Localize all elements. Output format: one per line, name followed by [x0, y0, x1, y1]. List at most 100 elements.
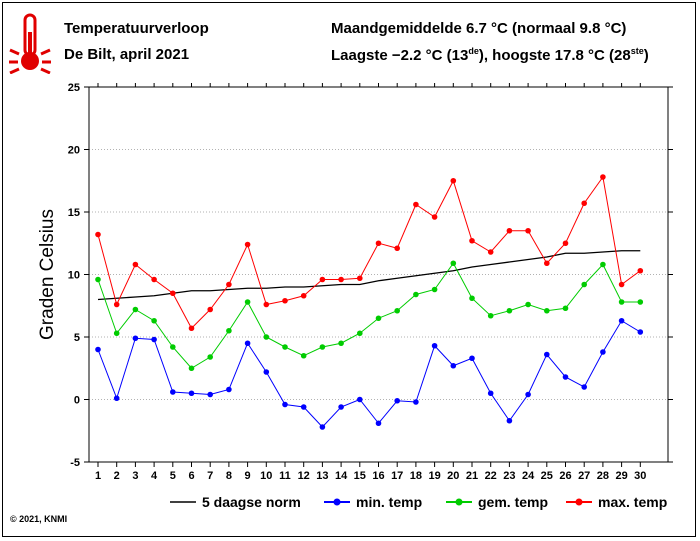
data-point: [170, 290, 176, 297]
x-tick-label: 27: [578, 470, 590, 482]
data-point: [637, 267, 644, 274]
x-tick-label: 10: [260, 470, 272, 482]
data-point: [319, 424, 326, 430]
x-tick-label: 30: [634, 470, 646, 482]
data-point: [244, 241, 251, 248]
data-point: [394, 307, 401, 314]
x-tick-label: 15: [354, 470, 366, 482]
monthly-mean-text: Maandgemiddelde 6.7 °C (normaal 9.8 °C): [331, 20, 627, 37]
data-point: [487, 390, 494, 397]
data-point: [544, 260, 550, 267]
data-point: [132, 306, 139, 313]
data-point: [618, 317, 625, 324]
x-tick-label: 8: [226, 470, 232, 482]
thermometer-icon: [9, 13, 51, 74]
x-tick-label: 20: [447, 470, 459, 482]
data-point: [637, 329, 644, 335]
data-point: [375, 420, 382, 427]
data-point: [413, 291, 419, 298]
data-point: [562, 374, 569, 380]
data-point: [357, 330, 363, 337]
legend-label: max. temp: [598, 494, 667, 510]
data-point: [263, 334, 270, 340]
data-point: [469, 237, 475, 244]
data-point: [562, 240, 569, 247]
data-point: [562, 305, 569, 312]
x-tick-label: 29: [615, 470, 627, 482]
x-tick-label: 7: [207, 470, 213, 482]
x-tick-label: 23: [503, 470, 515, 482]
data-point: [244, 299, 251, 305]
x-tick-label: 13: [316, 470, 328, 482]
data-point: [132, 335, 139, 342]
y-tick-label: 15: [68, 207, 80, 219]
x-tick-label: 9: [245, 470, 251, 482]
data-point: [95, 346, 101, 353]
extremes-text: Laagste −2.2 °C (13de), hoogste 17.8 °C …: [331, 46, 649, 64]
data-point: [282, 401, 288, 408]
data-point: [637, 299, 644, 305]
series-line: [97, 250, 641, 301]
series-line: [97, 262, 641, 369]
data-point: [95, 231, 101, 238]
extremes-sup-high: ste: [630, 46, 644, 56]
y-tick-label: 5: [74, 332, 80, 344]
data-point: [226, 327, 232, 334]
data-point: [581, 384, 587, 390]
data-point: [170, 344, 176, 350]
data-point: [170, 389, 176, 395]
data-point: [431, 286, 438, 293]
copyright: © 2021, KNMI: [10, 514, 68, 524]
x-tick-label: 17: [391, 470, 403, 482]
data-point: [113, 301, 120, 308]
data-point: [244, 340, 251, 347]
data-point: [357, 275, 363, 282]
data-point: [431, 214, 438, 220]
x-tick-label: 12: [298, 470, 310, 482]
legend-marker: [333, 498, 341, 506]
data-point: [450, 260, 457, 267]
data-point: [413, 399, 419, 405]
y-tick-label: 10: [68, 270, 80, 282]
y-axis-label: Graden Celsius: [37, 209, 58, 340]
data-point: [338, 340, 344, 347]
x-tick-label: 21: [466, 470, 478, 482]
x-tick-label: 3: [132, 470, 138, 482]
data-point: [487, 249, 494, 255]
data-point: [600, 174, 606, 180]
data-point: [226, 281, 232, 288]
data-point: [263, 369, 270, 375]
data-point: [506, 417, 513, 424]
data-point: [394, 397, 401, 404]
extremes-sup-low: de: [468, 46, 479, 56]
series-line: [97, 320, 641, 428]
data-point: [618, 281, 625, 288]
data-point: [319, 344, 326, 350]
data-point: [132, 261, 139, 268]
data-point: [188, 365, 195, 372]
x-tick-label: 18: [410, 470, 422, 482]
data-point: [207, 391, 213, 398]
data-point: [431, 342, 438, 349]
data-point: [544, 351, 550, 358]
chart-title: Temperatuurverloop: [64, 20, 209, 37]
data-point: [450, 362, 457, 369]
data-point: [113, 330, 120, 337]
data-point: [525, 227, 531, 234]
data-point: [151, 317, 157, 324]
extremes-mid: ), hoogste 17.8 °C (28: [478, 47, 631, 64]
x-tick-label: 5: [170, 470, 176, 482]
data-point: [394, 245, 401, 252]
x-tick-label: 22: [485, 470, 497, 482]
data-point: [207, 354, 213, 360]
data-point: [357, 396, 363, 403]
legend-marker: [575, 498, 583, 506]
data-point: [600, 261, 606, 268]
data-point: [506, 227, 513, 234]
data-point: [151, 336, 157, 343]
data-point: [375, 240, 382, 247]
data-point: [338, 276, 344, 283]
data-point: [300, 404, 307, 410]
x-tick-label: 24: [522, 470, 535, 482]
